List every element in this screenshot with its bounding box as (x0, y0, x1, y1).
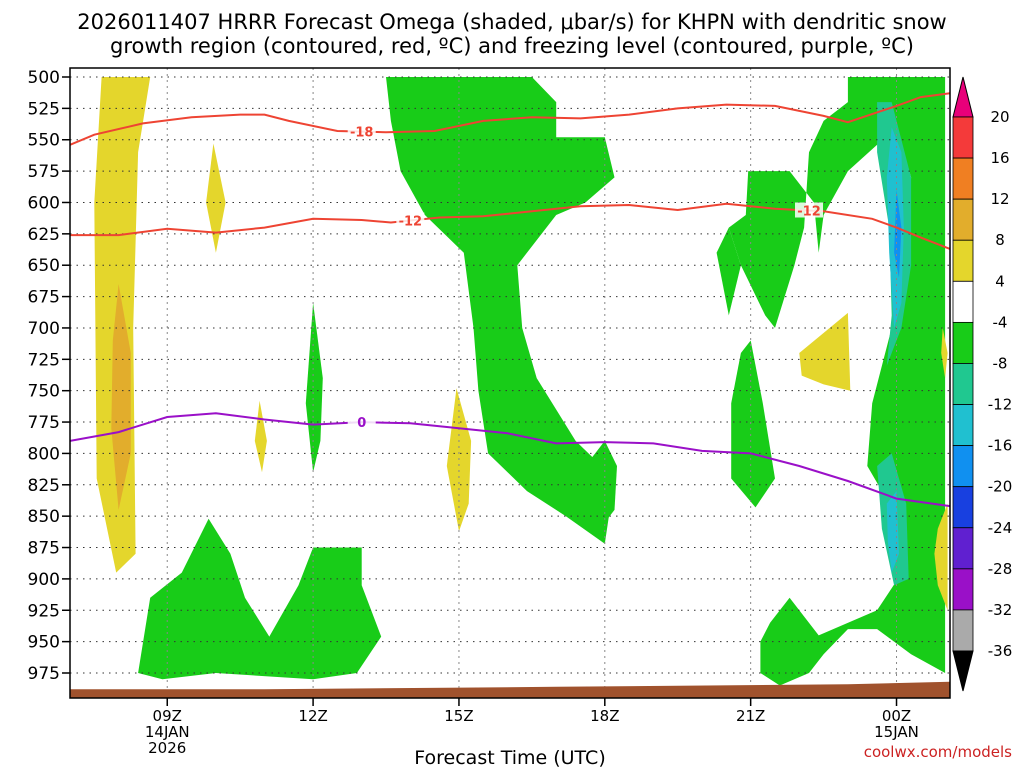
y-tick-label-0: 500 (28, 68, 60, 88)
omega-region-8 (585, 440, 617, 529)
colorbar-label-3: 8 (995, 231, 1005, 249)
colorbar-band-0 (952, 116, 974, 159)
contour-line--18 (70, 92, 950, 146)
y-tick-label-8: 700 (28, 319, 60, 339)
omega-shaded-regions (94, 77, 948, 686)
colorbar-top-arrow (952, 76, 974, 118)
credit-text: coolwx.com/models (864, 743, 1012, 761)
omega-region-9 (728, 77, 946, 686)
x-tick-label-5: 00Z (882, 707, 911, 725)
contour-label-bg--18 (347, 123, 376, 139)
colorbar-label-0: 20 (990, 108, 1009, 126)
y-tick-label-9: 725 (28, 350, 60, 370)
y-tick-label-5: 625 (28, 225, 60, 245)
x-tick-label-4: 21Z (736, 707, 765, 725)
colorbar-bottom-arrow (952, 650, 974, 692)
omega-region-4 (305, 302, 323, 473)
y-tick-label-10: 750 (28, 382, 60, 402)
y-tick-label-14: 850 (28, 507, 60, 527)
x-axis-label: Forecast Time (UTC) (414, 747, 605, 768)
y-tick-label-17: 925 (28, 601, 60, 621)
colorbar-band-12 (952, 609, 974, 652)
y-tick-label-7: 675 (28, 288, 60, 308)
colorbar-label-11: -28 (988, 560, 1013, 578)
x-tick-year-0: 2026 (148, 739, 186, 757)
colorbar-label-8: -16 (988, 437, 1013, 455)
plot-area: -18 -12 -12 0 (69, 67, 951, 699)
contour-line--12 (70, 202, 950, 250)
contour-label--12: -12 (399, 215, 423, 230)
omega-region-6 (138, 518, 382, 680)
y-tick-label-1: 525 (28, 99, 60, 119)
contour-line-0 (70, 412, 950, 508)
contour-label-bg--12b (795, 202, 824, 218)
colorbar-band-1 (952, 157, 974, 200)
y-tick-label-11: 775 (28, 413, 60, 433)
colorbar-label-12: -32 (988, 601, 1013, 619)
colorbar-label-10: -24 (988, 519, 1013, 537)
colorbar-band-2 (952, 198, 974, 241)
omega-region-7 (386, 77, 615, 544)
temperature-contours: -18 -12 -12 0 (70, 92, 950, 508)
colorbar: 20 16 12 8 4 -4 -8 -12 -16 -20 -24 -28 -32 -36 (952, 76, 1013, 692)
colorbar-band-4 (952, 280, 974, 323)
omega-region-17 (886, 491, 899, 573)
colorbar-label-9: -20 (988, 478, 1013, 496)
y-axis-pressure: 500 525 550 575 600 625 650 675 700 725 750 775 800 8… (28, 68, 70, 684)
colorbar-band-3 (952, 239, 974, 282)
x-tick-label-3: 18Z (590, 707, 619, 725)
colorbar-band-6 (952, 363, 974, 405)
colorbar-label-4: 4 (995, 272, 1005, 290)
colorbar-band-5 (952, 321, 974, 364)
colorbar-label-1: 16 (990, 149, 1009, 167)
contour-label-bg--12 (396, 212, 425, 228)
omega-region-18 (941, 327, 948, 379)
contour-label--12b: -12 (797, 205, 821, 220)
chart-title-line1: 2026011407 HRRR Forecast Omega (shaded, … (77, 10, 946, 34)
y-tick-label-16: 900 (28, 570, 60, 590)
y-tick-label-2: 550 (28, 131, 60, 151)
y-tick-label-19: 975 (28, 664, 60, 684)
colorbar-label-13: -36 (988, 642, 1013, 660)
x-tick-date-5: 15JAN (874, 723, 919, 741)
colorbar-label-6: -8 (993, 354, 1008, 372)
y-tick-label-12: 800 (28, 444, 60, 464)
colorbar-band-9 (952, 486, 974, 529)
ground-layer (70, 681, 950, 698)
colorbar-band-8 (952, 445, 974, 488)
y-tick-label-13: 825 (28, 476, 60, 496)
ground-surface (70, 681, 950, 698)
omega-region-15 (894, 189, 902, 278)
x-tick-label-1: 12Z (298, 707, 327, 725)
contour-label--18: -18 (350, 126, 374, 141)
omega-region-10 (716, 227, 741, 316)
x-tick-date-0: 14JAN (145, 723, 190, 741)
colorbar-label-2: 12 (990, 190, 1009, 208)
y-tick-label-4: 600 (28, 193, 60, 213)
colorbar-band-11 (952, 568, 974, 611)
x-tick-label-0: 09Z (153, 707, 182, 725)
omega-region-12 (799, 312, 851, 391)
y-tick-label-6: 650 (28, 256, 60, 276)
contour-label-0: 0 (357, 416, 366, 431)
colorbar-label-7: -12 (988, 396, 1013, 414)
colorbar-band-10 (952, 527, 974, 570)
omega-region-11 (731, 340, 775, 508)
y-tick-label-18: 950 (28, 633, 60, 653)
chart-title-line2: growth region (contoured, red, ºC) and f… (110, 34, 914, 58)
x-tick-label-2: 15Z (444, 707, 473, 725)
plot-frame (69, 67, 951, 699)
colorbar-band-7 (952, 404, 974, 447)
contour-label-bg-0 (347, 414, 376, 430)
omega-region-19 (934, 503, 948, 611)
y-tick-label-3: 575 (28, 162, 60, 182)
y-tick-label-15: 875 (28, 539, 60, 559)
omega-region-2 (206, 143, 226, 253)
colorbar-label-5: -4 (993, 313, 1008, 331)
